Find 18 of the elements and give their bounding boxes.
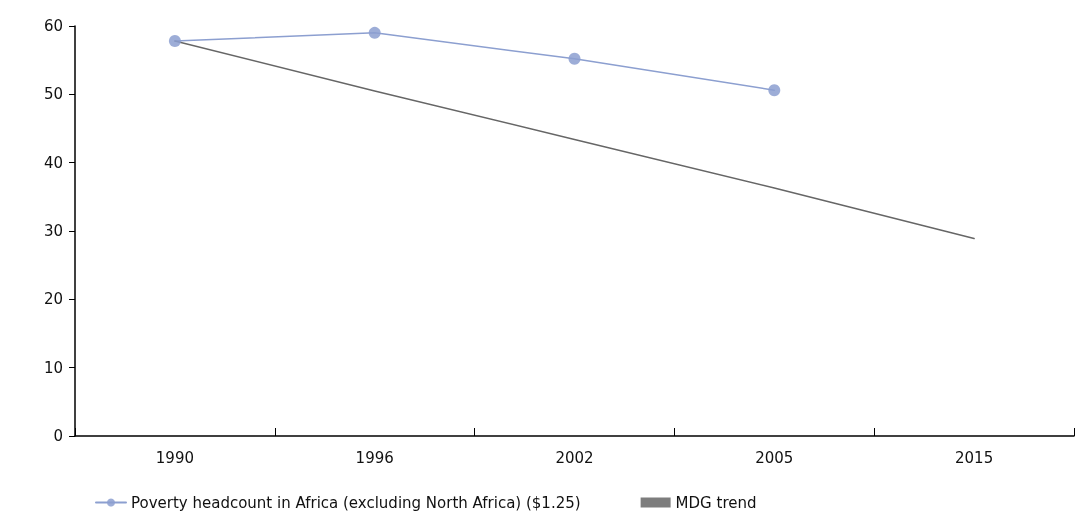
x-tick-label: 1996 bbox=[355, 448, 394, 467]
x-tick-label: 2015 bbox=[955, 448, 994, 467]
y-tick-label: 40 bbox=[43, 153, 63, 172]
point bbox=[168, 35, 181, 48]
y-tick-label: 10 bbox=[43, 358, 63, 377]
y-tick-label: 50 bbox=[43, 85, 63, 104]
point bbox=[368, 26, 381, 39]
x-tick-label: 2005 bbox=[755, 448, 794, 467]
legend-label: MDG trend bbox=[675, 493, 757, 512]
y-tick-label: 20 bbox=[43, 290, 63, 309]
y-tick-label: 60 bbox=[43, 17, 63, 35]
y-tick-label: 30 bbox=[43, 222, 63, 240]
legend-label: Poverty headcount in Africa (excluding North Africa) ($1.25) bbox=[131, 493, 581, 512]
point bbox=[568, 52, 581, 65]
point bbox=[768, 84, 781, 97]
x-tick-label: 1990 bbox=[155, 448, 194, 467]
x-tick-label: 2002 bbox=[555, 448, 594, 467]
y-tick-label: 0 bbox=[53, 427, 63, 445]
